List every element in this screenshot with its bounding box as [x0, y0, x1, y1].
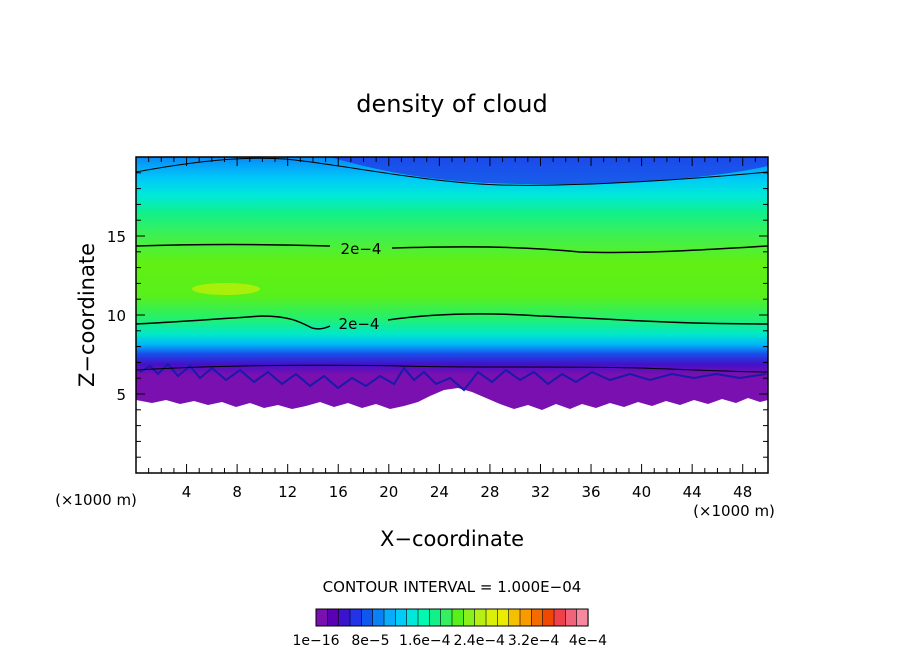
y-axis: 5 10 15 — [107, 172, 768, 458]
colorbar-label: 3.2e−4 — [508, 633, 560, 649]
x-tick-label: 36 — [581, 483, 600, 501]
x-tick-label: 8 — [232, 483, 242, 501]
y-axis-title: Z−coordinate — [75, 243, 99, 387]
colorbar-label: 2.4e−4 — [453, 633, 505, 649]
colorbar-swatch — [440, 608, 453, 627]
colorbar-swatch — [485, 608, 498, 627]
x-tick-label: 4 — [182, 483, 192, 501]
y-tick-label: 10 — [107, 307, 126, 325]
x-tick-label: 20 — [379, 483, 398, 501]
x-tick-label: 16 — [329, 483, 348, 501]
x-tick-label: 44 — [683, 483, 702, 501]
colorbar-label: 1.6e−4 — [399, 633, 451, 649]
colorbar-swatch — [463, 608, 476, 627]
colorbar-swatch — [417, 608, 430, 627]
contour-line-2e-4-upper — [136, 243, 768, 254]
colorbar-swatch — [327, 608, 340, 627]
x-tick-label: 40 — [632, 483, 651, 501]
contour-line-2e-4-lower — [136, 313, 768, 330]
colorbar-swatch — [372, 608, 385, 627]
colorbar-swatch — [553, 608, 566, 627]
colorbar-label: 8e−5 — [351, 633, 389, 649]
colorbar-swatch — [508, 608, 521, 627]
y-tick-label: 5 — [116, 386, 126, 404]
colorbar-swatch — [451, 608, 464, 627]
contour-line-lower — [136, 364, 768, 373]
contour-interval-label: CONTOUR INTERVAL = 1.000E−04 — [323, 578, 582, 596]
contour-label: 2e−4 — [341, 240, 382, 258]
colorbar-swatch — [406, 608, 419, 627]
colorbar-swatch — [519, 608, 532, 627]
colorbar-label: 4e−4 — [569, 633, 607, 649]
colorbar-swatch — [565, 608, 578, 627]
colorbar-swatch — [361, 608, 374, 627]
x-tick-label: 48 — [733, 483, 752, 501]
colorbar-swatch — [497, 608, 510, 627]
core-highlight — [192, 283, 260, 295]
colorbar-swatch — [531, 608, 544, 627]
colorbar-swatch — [383, 608, 396, 627]
cloud-field — [136, 157, 768, 410]
contour-label: 2e−4 — [339, 315, 380, 333]
colorbar-label: 1e−16 — [292, 633, 339, 649]
colorbar-swatch — [315, 608, 328, 627]
chart-title: density of cloud — [356, 90, 547, 118]
colorbar-swatch — [542, 608, 555, 627]
colorbar-swatch — [429, 608, 442, 627]
lower-edge-detail — [139, 362, 767, 392]
colorbar-swatch — [338, 608, 351, 627]
x-axis: 4 8 12 16 20 24 28 32 36 40 44 48 — [148, 157, 756, 501]
x-axis-unit-right: (×1000 m) — [693, 502, 775, 520]
contour-line-top — [136, 157, 768, 186]
colorbar — [315, 608, 589, 627]
colorbar-swatch — [349, 608, 362, 627]
colorbar-labels: 1e−16 8e−5 1.6e−4 2.4e−4 3.2e−4 4e−4 — [292, 633, 607, 649]
colorbar-swatch — [395, 608, 408, 627]
x-tick-label: 32 — [531, 483, 550, 501]
y-tick-label: 15 — [107, 228, 126, 246]
x-tick-label: 12 — [278, 483, 297, 501]
x-tick-label: 24 — [430, 483, 449, 501]
x-axis-title: X−coordinate — [380, 527, 524, 551]
x-tick-label: 28 — [480, 483, 499, 501]
colorbar-frame — [315, 608, 589, 627]
x-axis-unit-left: (×1000 m) — [55, 491, 137, 509]
colorbar-swatch — [474, 608, 487, 627]
plot-area — [136, 157, 768, 473]
colorbar-swatch — [576, 608, 589, 627]
